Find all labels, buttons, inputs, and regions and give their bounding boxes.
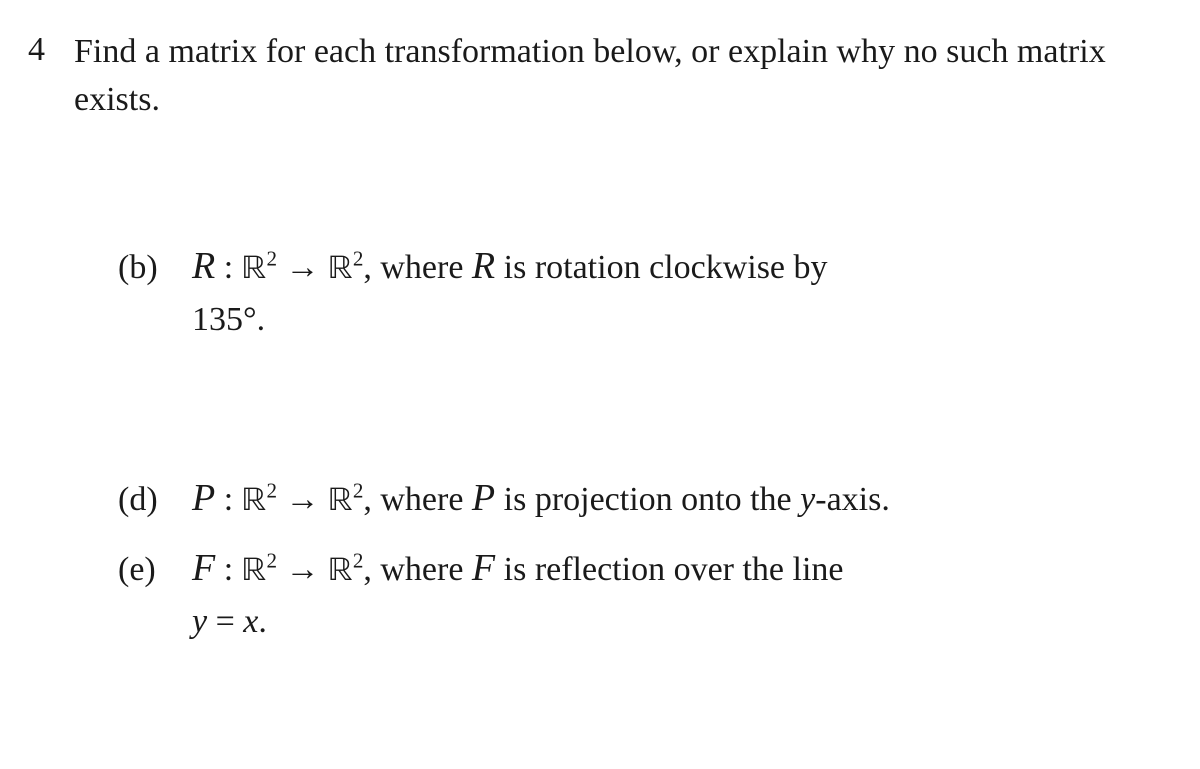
desc: is rotation clockwise by bbox=[495, 249, 827, 286]
var-x: x bbox=[243, 603, 258, 640]
where: , where bbox=[363, 551, 472, 588]
codomain-exp: 2 bbox=[353, 247, 364, 271]
codomain-exp: 2 bbox=[353, 549, 364, 573]
var-y: y bbox=[800, 481, 815, 518]
arrow-glyph: → bbox=[286, 551, 320, 588]
cal-F: F bbox=[192, 547, 215, 589]
codomain-R: ℝ bbox=[328, 485, 353, 519]
subpart-b-label: (b) bbox=[118, 243, 174, 292]
subpart-b-body: R : ℝ2 → ℝ2, where R is rotation clockwi… bbox=[192, 243, 1160, 345]
subpart-e-body: F : ℝ2 → ℝ2, where F is reflection over … bbox=[192, 545, 1160, 647]
colon: : bbox=[224, 249, 242, 286]
arrow: → bbox=[286, 249, 329, 286]
cal-P: P bbox=[192, 477, 215, 519]
subpart-b-cont: 135°. bbox=[192, 295, 1160, 344]
domain-R: ℝ bbox=[242, 555, 267, 589]
problem-statement: 4 Find a matrix for each transformation … bbox=[28, 28, 1160, 123]
problem-text: Find a matrix for each transformation be… bbox=[74, 28, 1160, 123]
where: , where bbox=[363, 249, 472, 286]
arrow: → bbox=[286, 481, 329, 518]
var-y: y bbox=[192, 603, 207, 640]
eq: = bbox=[207, 603, 243, 640]
page: 4 Find a matrix for each transformation … bbox=[0, 0, 1200, 769]
subpart-e-cont: y = x. bbox=[192, 597, 1160, 646]
desc: is reflection over the line bbox=[495, 551, 843, 588]
codomain-R: ℝ bbox=[328, 555, 353, 589]
arrow-glyph: → bbox=[286, 481, 320, 518]
cal-R-2: R bbox=[472, 245, 495, 287]
arrow-glyph: → bbox=[286, 249, 320, 286]
dot: . bbox=[258, 603, 267, 640]
colon: : bbox=[224, 481, 242, 518]
cal-P-2: P bbox=[472, 477, 495, 519]
domain-R: ℝ bbox=[242, 253, 267, 287]
subpart-d-label: (d) bbox=[118, 475, 174, 524]
domain-R: ℝ bbox=[242, 485, 267, 519]
subpart-d: (d) P : ℝ2 → ℝ2, where P is projection o… bbox=[118, 475, 1160, 527]
cal-R: R bbox=[192, 245, 215, 287]
desc: is projection onto the bbox=[495, 481, 800, 518]
problem-number: 4 bbox=[28, 28, 56, 72]
subpart-e: (e) F : ℝ2 → ℝ2, where F is reflection o… bbox=[118, 545, 1160, 647]
colon: : bbox=[224, 551, 242, 588]
codomain-R: ℝ bbox=[328, 253, 353, 287]
where: , where bbox=[363, 481, 472, 518]
arrow: → bbox=[286, 551, 329, 588]
subpart-d-body: P : ℝ2 → ℝ2, where P is projection onto … bbox=[192, 475, 1160, 527]
desc2: -axis. bbox=[815, 481, 890, 518]
subpart-b: (b) R : ℝ2 → ℝ2, where R is rotation clo… bbox=[118, 243, 1160, 345]
domain-exp: 2 bbox=[266, 549, 277, 573]
codomain-exp: 2 bbox=[353, 478, 364, 502]
cal-F-2: F bbox=[472, 547, 495, 589]
subparts: (b) R : ℝ2 → ℝ2, where R is rotation clo… bbox=[28, 243, 1160, 646]
domain-exp: 2 bbox=[266, 247, 277, 271]
domain-exp: 2 bbox=[266, 478, 277, 502]
subpart-e-label: (e) bbox=[118, 545, 174, 594]
